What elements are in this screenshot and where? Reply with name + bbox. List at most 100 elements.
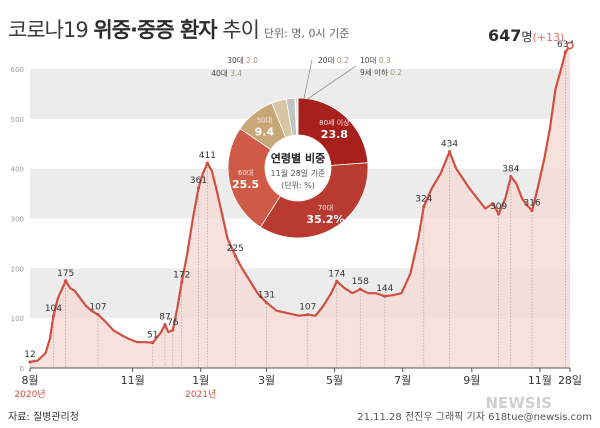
- y-tick-label: 400: [11, 166, 24, 174]
- slice-value: 2.0: [246, 56, 258, 65]
- credit-note: 21.11.28 전진우 그래픽 기자 618tue@newsis.com: [357, 412, 592, 423]
- slice-label: 20대: [318, 56, 337, 65]
- data-point: [171, 328, 175, 332]
- title-part2: 위중·중증 환자: [93, 18, 217, 42]
- x-year-label: 2020년: [14, 389, 45, 400]
- data-point: [196, 186, 201, 190]
- data-point: [151, 340, 155, 345]
- data-point: [496, 212, 501, 216]
- slice-value: 0.2: [390, 68, 402, 77]
- data-point: [563, 50, 568, 54]
- slice-leader: [305, 65, 357, 101]
- data-point: [51, 314, 56, 318]
- data-label: 104: [45, 304, 62, 314]
- data-point: [264, 301, 269, 305]
- slice-value: 0.2: [337, 56, 349, 65]
- title-unit: 단위: 명, 0시 기준: [263, 27, 350, 40]
- data-point: [383, 294, 387, 298]
- slice-label-outside: 10대 0.3: [360, 56, 391, 65]
- donut-slice: [296, 97, 299, 136]
- y-tick-label: 500: [11, 116, 24, 124]
- data-label: 158: [352, 277, 369, 287]
- data-point: [28, 360, 32, 364]
- slice-label-outside: 30대 2.0: [227, 56, 258, 65]
- data-label: 434: [441, 140, 458, 150]
- donut-slice: [297, 97, 369, 166]
- data-label: 51: [147, 331, 158, 341]
- x-tick-label: 28일: [558, 373, 582, 387]
- y-tick-label: 0: [20, 365, 24, 373]
- chart-title: 코로나19 위중·중증 환자 추이 단위: 명, 0시 기준: [8, 14, 349, 44]
- x-tick-label: 11월: [121, 374, 145, 387]
- slice-value: 0.3: [379, 56, 391, 65]
- data-label: 107: [299, 303, 316, 313]
- slice-label: 10대: [360, 56, 379, 65]
- data-label: 172: [173, 270, 190, 280]
- slice-value: 3.4: [230, 69, 242, 78]
- data-point: [205, 161, 209, 165]
- data-point: [358, 287, 362, 291]
- data-label: 131: [258, 291, 275, 301]
- data-label: 174: [328, 269, 345, 279]
- slice-label: 50대: [257, 116, 272, 124]
- title-part1: 코로나19: [8, 18, 89, 42]
- x-tick-label: 7월: [394, 374, 411, 387]
- slice-label-outside: 20대 0.2: [318, 56, 349, 65]
- slice-label-outside: 9세 이하 0.2: [360, 67, 402, 77]
- y-tick-label: 100: [11, 315, 24, 323]
- slice-value: 35.2%: [306, 213, 344, 226]
- data-label: 634: [557, 40, 574, 50]
- y-tick-label: 300: [11, 215, 24, 223]
- data-label: 87: [159, 313, 170, 323]
- x-tick-label: 9월: [463, 374, 480, 387]
- data-point: [163, 323, 167, 327]
- title-part3: 추이: [222, 18, 260, 42]
- data-label: 411: [199, 151, 216, 161]
- final-point: [566, 41, 574, 50]
- x-tick-label: 3월: [258, 374, 275, 387]
- slice-label: 60대: [238, 169, 253, 177]
- x-tick-label: 5월: [326, 374, 343, 387]
- data-label: 144: [376, 284, 393, 294]
- donut-slice: [227, 128, 281, 228]
- donut-hole: [266, 136, 330, 200]
- data-label: 316: [523, 198, 540, 208]
- data-label: 309: [490, 202, 507, 212]
- data-point: [447, 150, 452, 154]
- x-tick-label: 8월: [21, 374, 38, 387]
- donut-title: 연령별 비중: [271, 151, 325, 165]
- data-label: 107: [89, 303, 106, 313]
- data-point: [233, 254, 237, 258]
- data-label: 361: [190, 176, 207, 186]
- y-tick-label: 200: [11, 265, 24, 273]
- donut-subtitle: 11월 28일 기준: [271, 168, 326, 178]
- data-point: [64, 279, 68, 283]
- final-delta: (+13): [532, 31, 564, 44]
- data-label: 175: [57, 269, 74, 279]
- slice-value: 25.5: [232, 178, 259, 191]
- donut-slice: [259, 162, 369, 239]
- slice-label: 70대: [318, 204, 333, 212]
- x-tick-label: 11월: [528, 374, 552, 387]
- data-point: [530, 208, 534, 213]
- data-point: [335, 279, 339, 283]
- data-label: 324: [415, 194, 432, 204]
- series-area: [30, 45, 570, 368]
- donut-unit: (단위: %): [281, 180, 315, 190]
- y-tick-label: 600: [11, 66, 24, 74]
- source-note: 자료: 질병관리청: [8, 412, 79, 423]
- final-value: 647: [488, 26, 521, 45]
- slice-label: 80세 이상: [319, 118, 350, 127]
- x-year-label: 2021년: [185, 389, 216, 400]
- data-label: 384: [502, 165, 519, 175]
- slice-label: 9세 이하: [360, 67, 390, 77]
- watermark-logo: NEWSIS: [485, 394, 552, 412]
- slice-leader: [303, 59, 313, 99]
- data-point: [306, 313, 310, 317]
- series-line: [29, 44, 571, 364]
- slice-label: 40대: [211, 69, 230, 78]
- data-label: 225: [227, 244, 244, 254]
